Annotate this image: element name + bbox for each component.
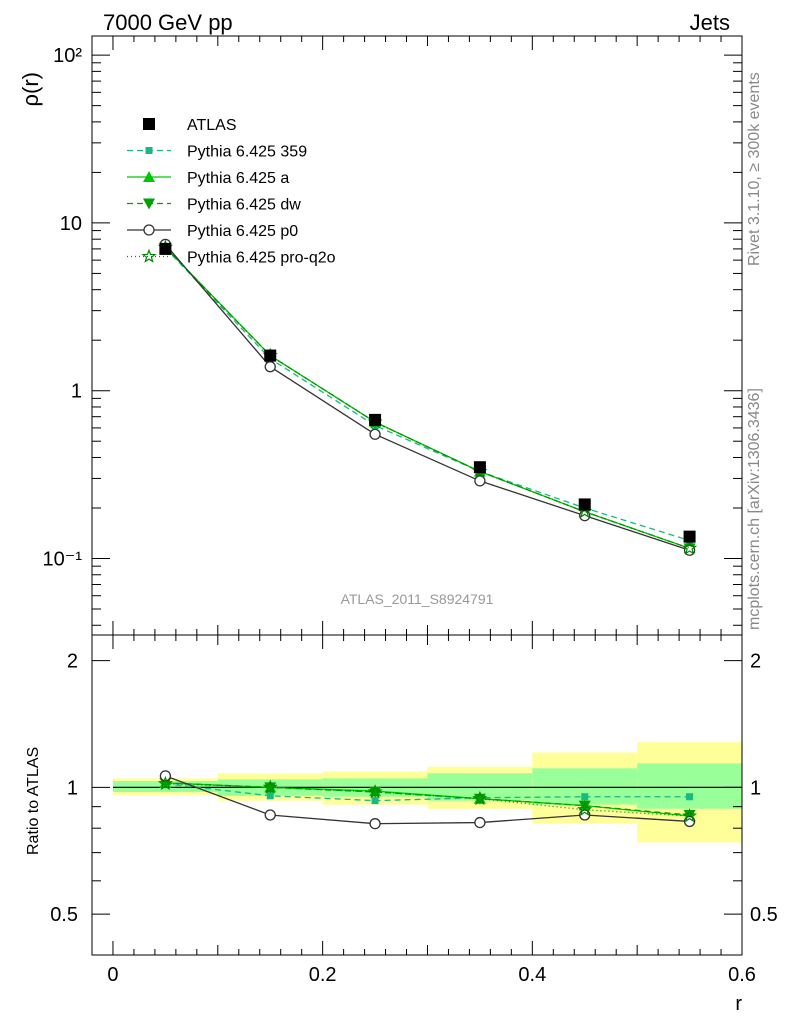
ratio-frame [91, 634, 743, 956]
main-series-pythia-6-425-359 [161, 244, 694, 545]
x-tick-label: 0.2 [309, 964, 337, 986]
legend-label: Pythia 6.425 pro-q2o [187, 250, 336, 267]
data-point [682, 808, 698, 823]
legend-marker [143, 224, 155, 236]
main-series-pythia-6-425-p0 [159, 238, 696, 556]
data-point [264, 349, 277, 362]
legend-label: Pythia 6.425 dw [187, 197, 301, 214]
main-series-pythia-6-425-pro-q2o [157, 239, 698, 555]
legend-entry: Pythia 6.425 dw [127, 197, 301, 214]
series-line [165, 775, 690, 825]
legend-entry: ATLAS [143, 117, 237, 134]
ratio-y-tick-label: 1 [67, 777, 78, 799]
series-line [165, 782, 690, 816]
legend-label: Pythia 6.425 359 [187, 144, 307, 161]
data-point [266, 792, 274, 800]
y-tick-label: 10 [60, 213, 82, 235]
legend-label: Pythia 6.425 a [187, 170, 289, 187]
mcplots-caption: mcplots.cern.ch [arXiv:1306.3436] [746, 388, 763, 630]
series-line [164, 246, 690, 549]
data-point [369, 428, 381, 440]
ratio-y-tick-label-right: 0.5 [750, 904, 778, 926]
data-point [369, 818, 381, 830]
series-line [164, 243, 690, 551]
x-tick-label: 0 [107, 964, 118, 986]
x-tick-label: 0.6 [728, 964, 756, 986]
legend-marker [143, 118, 155, 130]
series-line [164, 246, 690, 549]
legend-label: Pythia 6.425 p0 [187, 223, 298, 240]
data-point [474, 816, 486, 829]
data-point [264, 361, 276, 373]
y-tick-label: 10⁻¹ [43, 548, 83, 570]
data-point [472, 790, 488, 806]
header-tag: Jets [689, 10, 730, 35]
series-line [165, 783, 690, 802]
main-series-pythia-6-425-dw [159, 242, 696, 555]
data-point [159, 242, 172, 255]
series-line [164, 246, 690, 549]
legend-marker [143, 198, 155, 210]
legend-label: ATLAS [187, 117, 237, 134]
y-axis-label: ρ(r) [18, 72, 43, 107]
ratio-y-tick-label-right: 2 [750, 651, 761, 673]
data-point [371, 797, 379, 805]
ratio-series-pythia-6-425-pro-q2o [157, 775, 698, 823]
ratio-y-tick-label: 2 [67, 651, 78, 673]
data-point [474, 475, 486, 487]
data-point [369, 413, 382, 426]
stat-uncertainty-band [637, 763, 742, 809]
legend-marker [145, 147, 153, 154]
ratio-y-axis-label: Ratio to ATLAS [25, 747, 42, 855]
rivet-caption: Rivet 3.1.10, ≥ 300k events [746, 72, 763, 266]
data-point [577, 801, 593, 817]
data-point [581, 793, 589, 801]
data-point [686, 793, 694, 801]
legend-marker [143, 171, 155, 182]
data-point [683, 809, 696, 821]
legend-entry: Pythia 6.425 p0 [127, 223, 298, 240]
data-point [682, 540, 698, 555]
legend-entry: Pythia 6.425 359 [127, 144, 307, 161]
analysis-watermark: ATLAS_2011_S8924791 [341, 591, 494, 607]
ratio-y-tick-label: 0.5 [50, 904, 78, 926]
y-tick-label: 10² [53, 45, 82, 67]
data-point [578, 800, 591, 812]
data-point [262, 779, 278, 794]
header-title: 7000 GeV pp [103, 10, 233, 35]
legend-marker [141, 248, 157, 263]
ratio-y-tick-label-right: 1 [750, 777, 761, 799]
data-point [367, 784, 383, 799]
series-line [164, 247, 690, 542]
x-tick-label: 0.4 [518, 964, 546, 986]
legend-entry: Pythia 6.425 pro-q2o [127, 248, 336, 267]
main-series-atlas [159, 242, 696, 543]
data-point [264, 809, 276, 821]
x-axis-label: r [735, 993, 742, 1015]
legend-entry: Pythia 6.425 a [127, 170, 289, 187]
data-point [157, 775, 173, 791]
data-point [473, 461, 486, 474]
data-point [683, 530, 696, 543]
y-tick-label: 1 [71, 381, 82, 403]
data-point [578, 498, 591, 511]
main-series-pythia-6-425-a [159, 241, 696, 554]
